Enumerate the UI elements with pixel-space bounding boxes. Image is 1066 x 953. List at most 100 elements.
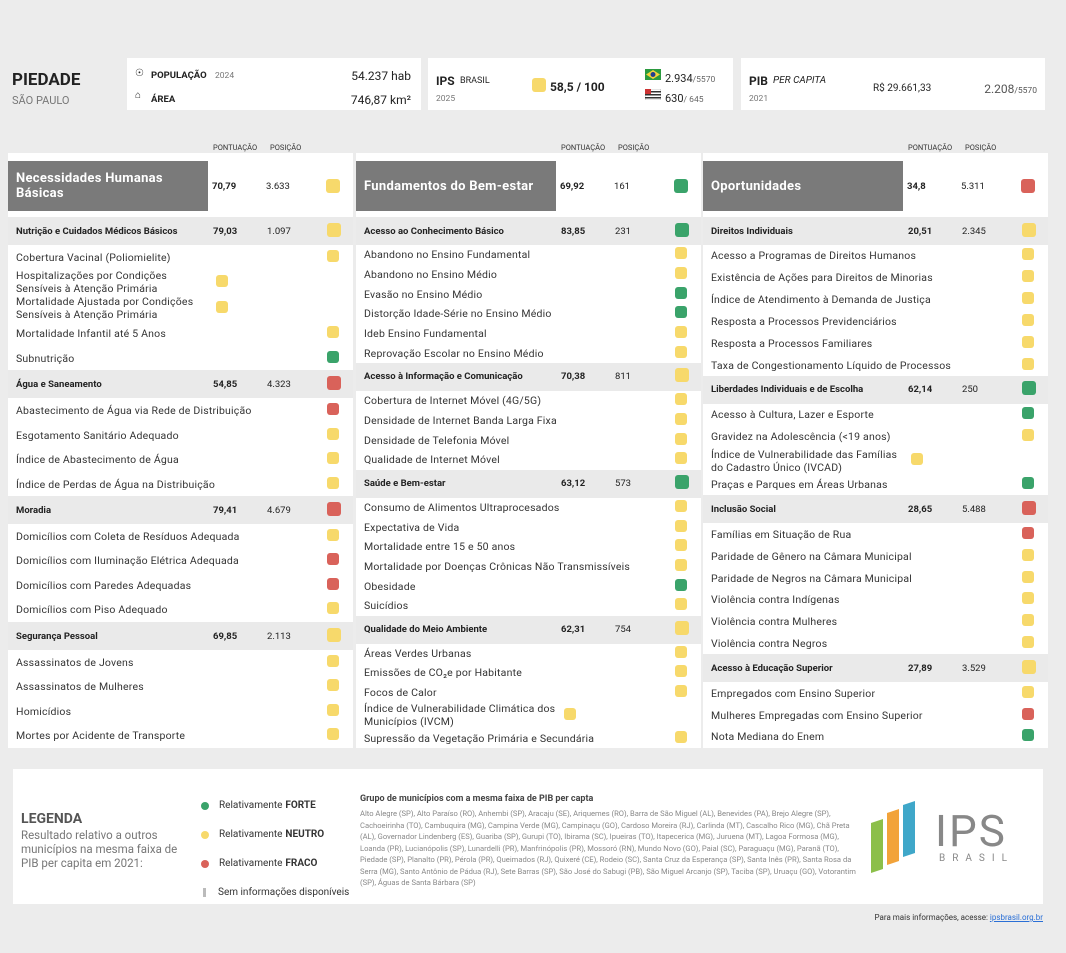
indicator-name: Existência de Ações para Direitos de Min…: [711, 271, 933, 285]
ips-rank-br: 2.934/5570: [665, 72, 715, 85]
dimension-column: Necessidades Humanas Básicas 70,79 3.633 Nu…: [8, 153, 353, 748]
component-status: [1022, 381, 1036, 396]
legend-card: LEGENDA Resultado relativo a outros muni…: [13, 769, 1043, 904]
status-cell: [675, 367, 701, 386]
indicator-row: Qualidade de Internet Móvel: [356, 450, 701, 470]
status-cell: [564, 707, 590, 723]
component-position: 754: [615, 624, 632, 635]
population-value: 54.237 hab: [351, 69, 411, 83]
pib-rank: 2.208/5570: [984, 82, 1037, 96]
dimension-score: 70,79: [212, 180, 237, 192]
indicator-status: [327, 654, 339, 667]
indicator-row: Empregados com Ensino Superior: [703, 682, 1048, 704]
indicator-name: Paridade de Gênero na Câmara Municipal: [711, 549, 912, 563]
component-status: [1022, 500, 1036, 515]
indicator-name: Suicídios: [364, 599, 409, 613]
status-cell: [1022, 292, 1048, 307]
indicator-row: Famílias em Situação de Rua: [703, 523, 1048, 545]
dimension-score: 69,92: [560, 180, 585, 192]
component-row: Direitos Individuais 20,51 2.345: [703, 217, 1048, 245]
legend-item: Relativamente FORTE: [201, 791, 349, 820]
indicator-row: Subnutrição: [8, 346, 353, 370]
indicator-status: [1022, 636, 1034, 648]
legend-dot: [201, 801, 209, 810]
indicator-row: Mortalidade Infantil até 5 Anos: [8, 321, 353, 345]
component-position: 1.097: [267, 225, 291, 237]
footer-link[interactable]: ipsbrasil.org.br: [989, 913, 1043, 922]
indicator-row: Mulheres Empregadas com Ensino Superior: [703, 704, 1048, 726]
indicator-name: Mortalidade Ajustada por Condições Sensí…: [16, 295, 194, 322]
indicator-status: [675, 452, 687, 465]
area-icon: ⌂: [135, 90, 142, 101]
indicator-status: [675, 645, 687, 658]
indicator-status: [327, 350, 339, 363]
component-status: [327, 222, 341, 237]
status-cell: [675, 665, 701, 680]
status-cell: [327, 476, 353, 492]
ips-score: 58,5 / 100: [550, 80, 605, 94]
indicator-name: Gravidez na Adolescência (<19 anos): [711, 430, 891, 444]
component-score: 54,85: [213, 378, 238, 390]
ips-card: IPS BRASIL 2025 58,5 / 100 2.934/5570 63…: [428, 58, 733, 110]
status-cell: [327, 529, 353, 544]
status-cell: [1022, 592, 1048, 607]
component-position: 811: [615, 371, 632, 383]
indicator-row: Violência contra Negros: [703, 633, 1048, 655]
indicator-status: [675, 730, 687, 743]
indicator-row: Taxa de Congestionamento Líquido de Proc…: [703, 354, 1048, 376]
indicator-row: Acesso à Cultura, Lazer e Esporte: [703, 404, 1048, 426]
indicator-row: Áreas Verdes Urbanas: [356, 644, 701, 664]
status-cell: [675, 620, 701, 639]
component-score: 83,85: [561, 225, 586, 237]
indicator-name: Distorção Idade-Série no Ensino Médio: [364, 307, 552, 321]
dimension-row: Fundamentos do Bem-estar 69,92 161: [356, 161, 701, 211]
indicator-row: Praças e Parques em Áreas Urbanas: [703, 474, 1048, 496]
dimension-position: 5.311: [961, 180, 985, 192]
indicator-status: [1022, 477, 1034, 490]
ips-label: IPS: [436, 74, 455, 88]
status-cell: [1022, 729, 1048, 744]
pib-sub: PER CAPITA: [773, 75, 827, 86]
status-cell: [1022, 570, 1048, 586]
indicator-status: [1022, 685, 1034, 698]
indicator-row: Reprovação Escolar no Ensino Médio: [356, 343, 701, 363]
indicator-name: Abandono no Ensino Médio: [364, 267, 498, 281]
component-score: 20,51: [908, 225, 933, 237]
status-cell: [1022, 407, 1048, 422]
indicator-name: Emissões de CO₂e por Habitante: [364, 666, 522, 680]
indicator-status: [675, 393, 687, 406]
status-cell: [216, 300, 242, 316]
footer: Para mais informações, acesse: ipsbrasil…: [875, 913, 1043, 922]
component-name: Moradia: [16, 504, 52, 516]
indicator-status: [327, 602, 339, 615]
component-status: [327, 501, 341, 516]
component-row: Água e Saneamento 54,85 4.323: [8, 370, 353, 399]
status-cell: [1022, 248, 1048, 263]
dimension-name: Fundamentos do Bem-estar: [356, 161, 556, 211]
legend-strong: NEUTRO: [285, 829, 325, 840]
indicator-name: Violência contra Negros: [711, 637, 828, 650]
indicator-row: Existência de Ações para Direitos de Min…: [703, 267, 1048, 289]
component-row: Acesso à Educação Superior 27,89 3.529: [703, 654, 1048, 683]
indicator-status: [327, 679, 339, 692]
indicator-status: [1022, 407, 1034, 420]
indicator-name: Esgotamento Sanitário Adequado: [16, 428, 179, 442]
status-cell: [1022, 313, 1048, 329]
status-cell: [675, 578, 701, 594]
component-row: Saúde e Bem-estar 63,12 573: [356, 469, 701, 498]
component-name: Liberdades Individuais e de Escolha: [711, 384, 864, 396]
status-cell: [327, 703, 353, 719]
indicator-row: Índice de Atendimento à Demanda de Justi…: [703, 289, 1048, 311]
indicator-name: Violência contra Mulheres: [711, 615, 838, 629]
component-name: Água e Saneamento: [16, 378, 102, 390]
indicator-name: Taxa de Congestionamento Líquido de Proc…: [711, 358, 952, 372]
indicator-status: [327, 452, 339, 465]
component-score: 79,03: [213, 225, 238, 237]
indicator-name: Supressão da Vegetação Primária e Secund…: [364, 731, 595, 745]
indicator-name: Paridade de Negros na Câmara Municipal: [711, 571, 912, 585]
legend-dot: [201, 830, 209, 839]
indicator-status: [327, 728, 339, 741]
status-cell: [327, 577, 353, 593]
indicator-name: Domicílios com Iluminação Elétrica Adequ…: [16, 554, 239, 568]
